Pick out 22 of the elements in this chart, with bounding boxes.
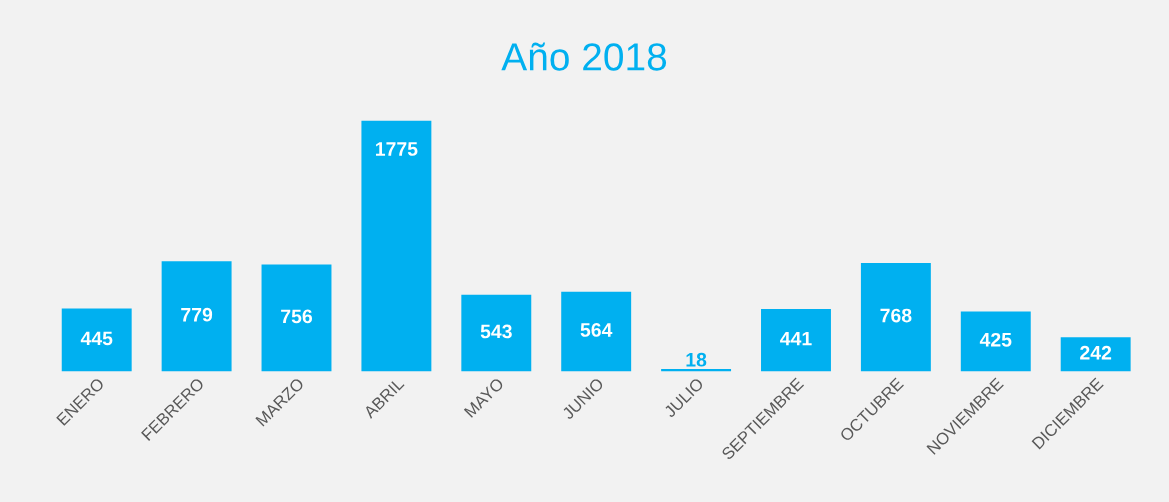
data-label: 445 (80, 331, 113, 346)
bar (361, 120, 432, 372)
bar (860, 262, 931, 372)
data-label: 242 (1080, 345, 1112, 360)
bar (261, 264, 332, 372)
bar (1060, 337, 1131, 372)
bar (161, 261, 232, 372)
data-label: 18 (686, 352, 707, 367)
data-label: 564 (580, 323, 613, 337)
data-label: 441 (780, 331, 812, 346)
data-label: 543 (480, 324, 512, 339)
data-label: 779 (181, 307, 213, 322)
bar (61, 308, 132, 372)
bar (461, 294, 532, 372)
data-label: 768 (880, 308, 912, 323)
bar (761, 309, 831, 372)
data-label: 1775 (376, 142, 418, 156)
bar (960, 311, 1031, 372)
data-label: 425 (979, 332, 1012, 347)
bar (561, 291, 632, 372)
chart-title: Año 2018 (501, 42, 667, 71)
data-label: 756 (281, 309, 313, 324)
